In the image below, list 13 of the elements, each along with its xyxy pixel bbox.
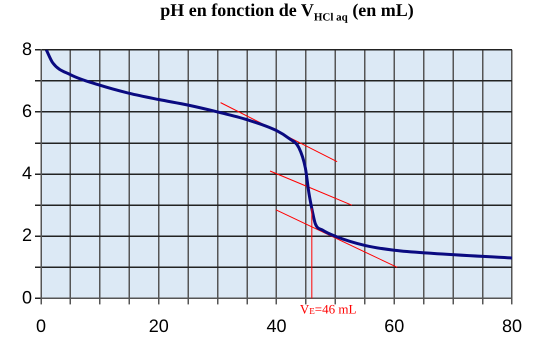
x-tick-label: 60 — [384, 316, 404, 336]
y-tick-label: 2 — [22, 225, 32, 246]
chart-title: pH en fonction de V$_{HCl aq}$ (en mL) — [159, 0, 415, 26]
ref-line-label: VE=46 mL — [300, 301, 356, 316]
x-tick-label: 0 — [36, 316, 46, 336]
line-series — [44, 50, 512, 260]
y-tick-label: 6 — [22, 100, 32, 121]
y-tick-label: 4 — [22, 163, 32, 184]
x-tick-label: 80 — [502, 316, 522, 336]
x-tick-label: 20 — [148, 316, 169, 336]
y-tick-label: 0 — [22, 287, 32, 308]
x-tick-label: 40 — [266, 316, 287, 336]
y-tick-label: 8 — [22, 38, 32, 59]
